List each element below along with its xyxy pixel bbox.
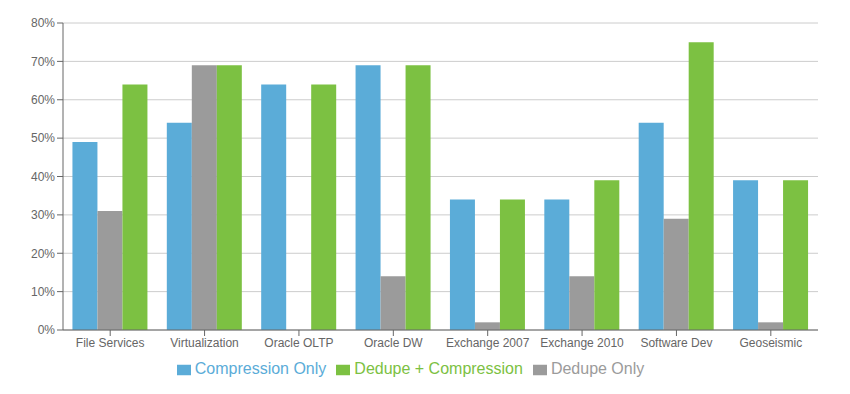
svg-text:Software Dev: Software Dev: [640, 336, 712, 350]
svg-text:10%: 10%: [31, 285, 55, 299]
svg-text:Virtualization: Virtualization: [170, 336, 238, 350]
svg-text:Oracle DW: Oracle DW: [364, 336, 423, 350]
html-text:Dedupe + Compression: Dedupe + Compression: [354, 360, 523, 377]
svg-text:40%: 40%: [31, 170, 55, 184]
html-text:Dedupe Only: Dedupe Only: [550, 360, 645, 377]
html-text:Compression Only: Compression Only: [194, 360, 327, 377]
svg-text:70%: 70%: [31, 55, 55, 69]
svg-text:20%: 20%: [31, 247, 55, 261]
svg-text:Exchange 2010: Exchange 2010: [540, 336, 624, 350]
svg-text:80%: 80%: [31, 16, 55, 30]
svg-text:Oracle OLTP: Oracle OLTP: [264, 336, 333, 350]
svg-text:File Services: File Services: [76, 336, 145, 350]
svg-text:Geoseismic: Geoseismic: [739, 336, 802, 350]
svg-text:Exchange 2007: Exchange 2007: [446, 336, 530, 350]
svg-text:60%: 60%: [31, 93, 55, 107]
svg-text:50%: 50%: [31, 131, 55, 145]
svg-text:30%: 30%: [31, 208, 55, 222]
svg-text:0%: 0%: [38, 323, 56, 337]
